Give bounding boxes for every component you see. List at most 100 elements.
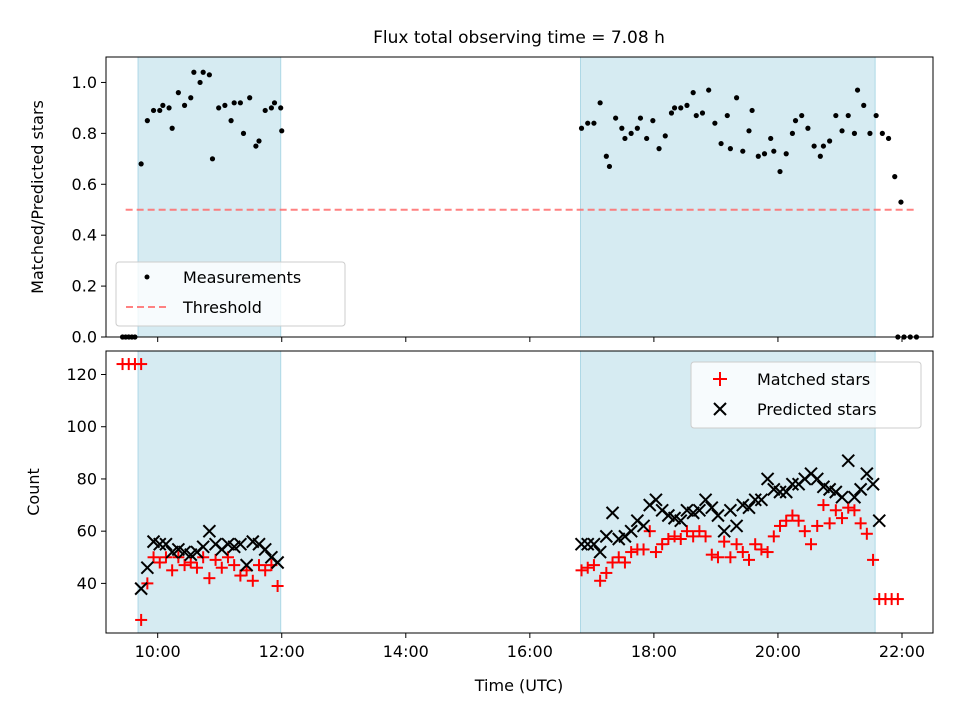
matched-stars-point [711,551,724,564]
matched-stars-point [829,504,842,517]
measurement-point [777,168,783,175]
count-x-axis-label: Time (UTC) [474,676,563,695]
x-b [785,477,800,491]
matched-stars-point [587,559,600,572]
matched-stars-point [259,564,272,577]
measurement-point [892,174,898,180]
measurement-point [237,100,243,106]
measurement-point [678,105,684,111]
measurement-point [206,72,212,78]
measurement-point [690,90,696,96]
x-tick-label: 20:00 [755,642,801,661]
matched-stars-point [805,538,818,551]
predicted-stars-point [853,482,868,497]
measurement-point [222,102,228,108]
matched-stars-point [221,551,234,564]
matched-stars-point [699,530,712,543]
matched-stars-point [817,499,830,512]
y-tick-label: 80 [77,469,97,488]
x-b [587,537,601,551]
x-b [153,537,167,551]
predicted-stars-point [258,542,272,557]
x-b [754,493,769,507]
matched-stars-point [190,561,203,574]
x-b [835,490,849,504]
x-b [196,540,210,554]
matched-stars-point [625,546,638,559]
x-tick-label: 10:00 [135,642,181,661]
ratio-y-axis-label: Matched/Predicted stars [28,100,47,294]
x-b [624,524,638,538]
matched-stars-point [680,525,693,538]
measurement-point [873,112,879,119]
count-panel: 40 60 80 100 120 10:00 12:00 14:00 16:00 18:00 20… [24,350,934,695]
predicted-stars-point [705,500,719,515]
x-b [146,534,161,549]
ratio-y-ticks: 0.0 0.2 0.4 0.6 0.8 1.0 [72,73,106,347]
measurement-point [851,130,858,136]
count-panel-frame [105,350,934,634]
predicted-stars-point [835,490,849,504]
predicted-stars-point [153,537,167,551]
measurement-point [216,105,222,111]
x-b [841,453,855,468]
measurement-point [240,130,247,136]
matched-stars-point [842,501,855,514]
matched-stars-point [860,527,873,540]
matched-stars-point [153,556,166,569]
matched-stars-point [668,530,681,543]
measurement-point [228,118,234,124]
x-b [661,508,676,523]
count-y-axis-label: Count [24,468,43,516]
measurement-point [833,112,839,119]
measurement-point [157,107,163,114]
x-tick-label: 14:00 [383,642,429,661]
x-b [270,555,285,570]
matched-stars-point [649,546,662,559]
measurement-point [668,110,675,116]
measurement-point [175,90,181,96]
x-b [636,519,651,533]
matched-stars-point [184,556,197,569]
matched-stars-point [135,358,148,371]
measurement-point [811,143,817,149]
matched-stars-point [656,538,669,551]
count-marks [116,358,904,626]
x-b [742,500,756,515]
measurement-point [879,130,885,136]
measurement-point [867,130,873,136]
x-b [574,537,589,551]
matched-stars-point [836,512,849,525]
predicted-stars-point [574,537,589,551]
matched-stars-point [749,538,762,551]
predicted-stars-point [717,524,731,538]
matched-stars-point [742,553,755,566]
matched-stars-point [234,569,247,582]
count-legend: Matched stars Predicted stars [690,361,922,429]
measurement-point [761,151,768,157]
predicted-stars-point [698,493,713,507]
measurement-point [771,148,777,154]
predicted-stars-point [624,524,638,538]
x-b [698,493,713,507]
count-y-ticks: 40 60 80 100 120 [66,365,106,593]
predicted-stars-point [270,555,285,570]
matched-stars-point [246,574,259,587]
count-x-ticks: 10:00 12:00 14:00 16:00 18:00 20:00 22:00 [135,633,925,661]
observing-windows [137,57,876,337]
predicted-stars-point [723,503,738,517]
predicted-stars-point [872,514,886,528]
ratio-marks [119,69,920,340]
measurement-point [768,135,774,142]
x-b [171,542,186,557]
matched-stars-point [798,525,811,538]
predicted-stars-point [605,506,620,520]
measurement-point [144,118,150,124]
matched-stars-point [823,517,836,530]
matched-stars-point [867,553,880,566]
predicted-stars-point [729,519,744,533]
matched-stars-point [147,551,160,564]
predicted-stars-point [134,581,148,596]
measurement-point [279,128,285,134]
x-b [221,537,235,551]
